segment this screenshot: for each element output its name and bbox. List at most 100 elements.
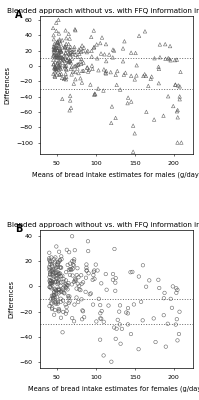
Point: [148, 277, 151, 284]
Point: [103, 51, 106, 58]
Point: [64, 277, 67, 284]
Point: [135, 72, 138, 79]
Point: [50, 300, 54, 307]
Point: [53, 44, 56, 51]
Point: [58, 38, 61, 44]
Point: [52, 296, 55, 303]
Point: [77, 46, 81, 53]
Point: [72, 262, 76, 269]
Point: [176, 287, 179, 293]
Point: [111, 46, 115, 53]
Point: [50, 278, 53, 284]
Point: [49, 259, 52, 265]
Point: [67, 41, 70, 47]
Point: [55, 264, 58, 271]
Point: [73, 301, 76, 308]
Point: [56, 42, 60, 48]
Point: [58, 307, 61, 314]
Point: [54, 54, 57, 60]
Point: [81, 308, 85, 314]
Point: [52, 70, 55, 77]
Point: [95, 318, 98, 325]
Point: [58, 248, 61, 255]
Point: [55, 66, 58, 72]
Point: [59, 62, 62, 68]
Point: [69, 266, 72, 272]
Point: [56, 47, 59, 54]
Y-axis label: Differences: Differences: [4, 66, 10, 104]
Point: [49, 258, 52, 264]
Point: [52, 43, 56, 50]
Point: [100, 316, 103, 322]
Point: [61, 56, 64, 62]
Point: [59, 273, 62, 279]
Point: [111, 271, 115, 277]
Point: [53, 256, 56, 262]
Point: [63, 62, 66, 69]
Point: [108, 51, 111, 58]
Point: [126, 321, 130, 328]
Point: [110, 358, 113, 365]
Point: [114, 115, 117, 121]
Point: [87, 248, 90, 254]
Point: [60, 48, 63, 54]
Point: [104, 70, 107, 77]
Point: [53, 286, 57, 293]
Point: [73, 44, 76, 50]
Point: [91, 277, 94, 283]
X-axis label: Means of bread intake estimates for females (g/day): Means of bread intake estimates for fema…: [28, 386, 199, 392]
Point: [168, 56, 171, 62]
Point: [158, 285, 161, 291]
Point: [176, 337, 179, 344]
Point: [57, 54, 60, 60]
Point: [61, 59, 64, 66]
Point: [132, 301, 136, 308]
Point: [49, 284, 52, 290]
Point: [172, 103, 175, 109]
Point: [48, 269, 52, 276]
Point: [61, 289, 64, 295]
Point: [52, 52, 55, 59]
Point: [64, 50, 67, 56]
Point: [141, 317, 144, 324]
Point: [114, 336, 117, 342]
Point: [53, 73, 56, 79]
Point: [48, 277, 51, 283]
Point: [48, 264, 51, 270]
Point: [119, 86, 122, 93]
Point: [143, 28, 147, 34]
Point: [92, 272, 95, 278]
Point: [65, 66, 68, 73]
Point: [76, 265, 79, 272]
Point: [58, 36, 61, 42]
Point: [74, 63, 77, 69]
Point: [96, 267, 99, 274]
Point: [54, 66, 57, 72]
Point: [48, 271, 52, 277]
Point: [49, 280, 52, 286]
Point: [54, 273, 57, 280]
Point: [49, 261, 52, 267]
Point: [55, 71, 58, 78]
Point: [69, 50, 72, 56]
Point: [59, 48, 62, 54]
Point: [54, 64, 58, 70]
Point: [121, 45, 125, 52]
Point: [177, 82, 180, 89]
Point: [92, 27, 95, 34]
Point: [147, 83, 150, 89]
Point: [66, 293, 70, 300]
Point: [111, 277, 114, 283]
Point: [58, 270, 61, 277]
Point: [54, 66, 57, 72]
Point: [68, 58, 72, 64]
Point: [53, 46, 56, 52]
Point: [62, 289, 65, 296]
Point: [64, 71, 67, 77]
Point: [99, 40, 102, 46]
Point: [126, 310, 129, 316]
Text: A: A: [15, 10, 23, 20]
Point: [77, 70, 80, 76]
Point: [55, 54, 58, 60]
Point: [100, 308, 103, 314]
